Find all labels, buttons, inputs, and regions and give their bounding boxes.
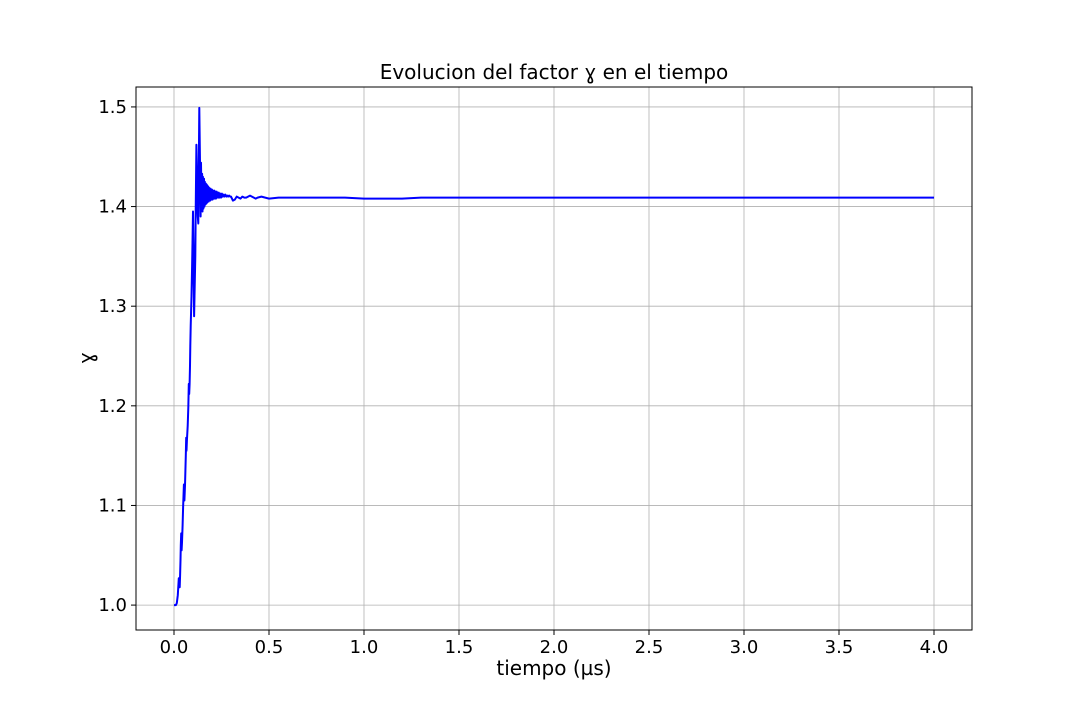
x-tick-label: 4.0 [920, 637, 949, 658]
x-tick-label: 0.5 [255, 637, 284, 658]
grid-lines [136, 87, 972, 630]
series-layer [173, 106, 934, 607]
x-tick-label: 2.5 [635, 637, 664, 658]
x-tick-label: 2.0 [540, 637, 569, 658]
y-tick-label: 1.0 [98, 595, 127, 616]
x-axis-label: tiempo (µs) [496, 656, 611, 680]
chart-title: Evolucion del factor ɣ en el tiempo [380, 60, 729, 84]
x-tick-label: 0.0 [160, 637, 189, 658]
y-tick-label: 1.3 [98, 296, 127, 317]
series-line [173, 106, 934, 607]
y-tick-label: 1.4 [98, 197, 127, 218]
y-tick-label: 1.5 [98, 97, 127, 118]
x-tick-label: 3.5 [825, 637, 854, 658]
x-tick-label: 1.0 [350, 637, 379, 658]
x-tick-label: 3.0 [730, 637, 759, 658]
y-tick-label: 1.1 [98, 495, 127, 516]
y-axis-label: ɣ [74, 352, 98, 364]
y-tick-label: 1.2 [98, 396, 127, 417]
x-tick-label: 1.5 [445, 637, 474, 658]
axis-ticks: 0.0 0.5 1.0 1.5 2.0 2.5 3.0 3.5 4.0 1.0 1.1 1.2 1.3 1… [98, 97, 948, 658]
